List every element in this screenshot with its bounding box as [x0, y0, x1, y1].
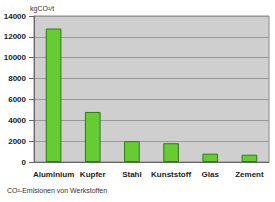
svg-text:10000: 10000	[4, 53, 27, 62]
svg-text:14000: 14000	[4, 12, 27, 21]
svg-text:Glas: Glas	[202, 170, 220, 179]
svg-text:8000: 8000	[8, 74, 26, 83]
svg-text:kgCO²/t: kgCO²/t	[30, 5, 54, 13]
svg-text:4000: 4000	[8, 116, 26, 125]
svg-text:Kunststoff: Kunststoff	[151, 170, 191, 179]
svg-text:0: 0	[22, 158, 27, 167]
svg-text:Aluminium: Aluminium	[33, 170, 74, 179]
svg-text:2000: 2000	[8, 137, 26, 146]
svg-text:6000: 6000	[8, 95, 26, 104]
svg-text:Kupfer: Kupfer	[80, 170, 106, 179]
svg-text:Stahl: Stahl	[122, 170, 142, 179]
svg-text:CO²-Emisionen von Werkstoffen: CO²-Emisionen von Werkstoffen	[7, 187, 107, 194]
svg-text:Zement: Zement	[235, 170, 264, 179]
svg-text:12000: 12000	[4, 32, 27, 41]
